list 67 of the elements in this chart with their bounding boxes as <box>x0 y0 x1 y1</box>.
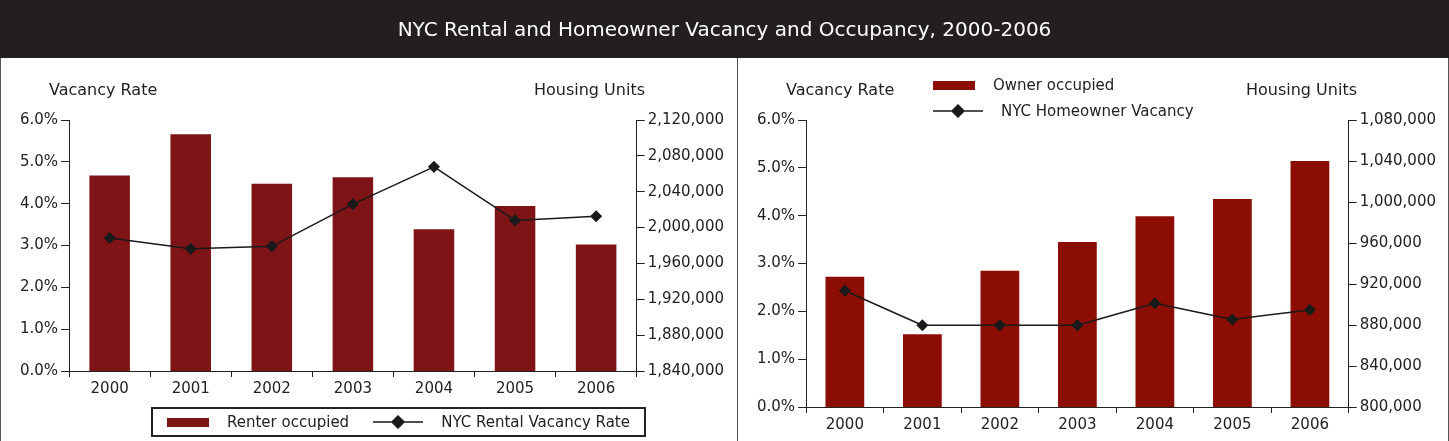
point <box>994 319 1006 331</box>
point <box>428 161 440 173</box>
y-tick-label: 5.0% <box>20 151 59 170</box>
legend-label: NYC Homeowner Vacancy <box>1001 101 1194 122</box>
x-tick-label: 2003 <box>1058 414 1097 433</box>
y-tick-label: 1.0% <box>20 319 59 338</box>
y-tick-label: 2.0% <box>757 301 796 320</box>
y2-tick-label: 1,080,000 <box>1359 109 1436 128</box>
legend-label: Renter occupied <box>227 412 350 433</box>
x-tick-label: 2002 <box>252 378 291 397</box>
y-tick-label: 4.0% <box>20 193 59 212</box>
point <box>590 210 602 222</box>
x-tick-label: 2000 <box>90 378 129 397</box>
y2-axis-title: Housing Units <box>533 80 645 99</box>
x-tick-label: 2005 <box>1213 414 1252 433</box>
x-tick-label: 2006 <box>1290 414 1329 433</box>
y-tick-label: 5.0% <box>757 157 796 176</box>
y2-tick-label: 920,000 <box>1359 273 1422 292</box>
point <box>916 319 929 331</box>
y-tick-label: 1.0% <box>757 349 796 368</box>
y-axis-title: Vacancy Rate <box>49 80 158 99</box>
point <box>347 198 359 210</box>
y-axis-title: Vacancy Rate <box>786 80 895 99</box>
y2-tick-label: 2,040,000 <box>647 181 724 200</box>
point <box>1149 297 1161 309</box>
y-tick-label: 4.0% <box>757 205 796 224</box>
y2-tick-label: 1,880,000 <box>647 325 724 344</box>
y-tick-label: 2.0% <box>20 277 59 296</box>
y2-tick-label: 880,000 <box>1359 314 1422 333</box>
y2-tick-label: 1,840,000 <box>647 360 724 379</box>
point <box>839 285 851 297</box>
y2-axis-title: Housing Units <box>1245 80 1357 99</box>
point <box>1226 313 1239 326</box>
y-tick-label: 3.0% <box>757 253 796 272</box>
x-tick-label: 2001 <box>171 378 210 397</box>
x-tick-label: 2004 <box>414 378 454 397</box>
y2-tick-label: 2,080,000 <box>647 145 724 164</box>
x-tick-label: 2003 <box>333 378 372 397</box>
point <box>266 240 278 253</box>
y-tick-label: 3.0% <box>20 235 59 254</box>
x-tick-label: 2006 <box>577 378 616 397</box>
y2-tick-label: 960,000 <box>1359 232 1422 251</box>
y2-tick-label: 800,000 <box>1359 396 1422 415</box>
y2-tick-label: 1,040,000 <box>1359 150 1436 169</box>
y-tick-label: 0.0% <box>20 360 59 379</box>
point <box>509 214 521 227</box>
x-tick-label: 2004 <box>1135 414 1174 433</box>
y2-tick-label: 840,000 <box>1359 355 1422 374</box>
y2-tick-label: 1,000,000 <box>1359 191 1436 210</box>
y2-tick-label: 1,920,000 <box>647 289 724 308</box>
point <box>1071 319 1084 331</box>
y-tick-label: 6.0% <box>757 109 796 128</box>
y-tick-label: 0.0% <box>757 396 796 415</box>
x-tick-label: 2005 <box>495 378 535 397</box>
x-tick-label: 2001 <box>903 414 942 433</box>
legend-label: NYC Rental Vacancy Rate <box>441 412 630 433</box>
y-tick-label: 6.0% <box>20 109 59 128</box>
point <box>184 243 197 255</box>
text: NYC Rental and Homeowner Vacancy and Occupancy, 2000-2006 <box>0 0 1449 58</box>
y2-tick-label: 2,000,000 <box>647 217 724 236</box>
x-tick-label: 2002 <box>980 414 1019 433</box>
x-tick-label: 2000 <box>825 414 864 433</box>
point <box>103 232 116 244</box>
point <box>1304 304 1316 316</box>
y2-tick-label: 1,960,000 <box>647 253 724 272</box>
legend-label: Owner occupied <box>993 75 1115 96</box>
y2-tick-label: 2,120,000 <box>647 109 724 128</box>
